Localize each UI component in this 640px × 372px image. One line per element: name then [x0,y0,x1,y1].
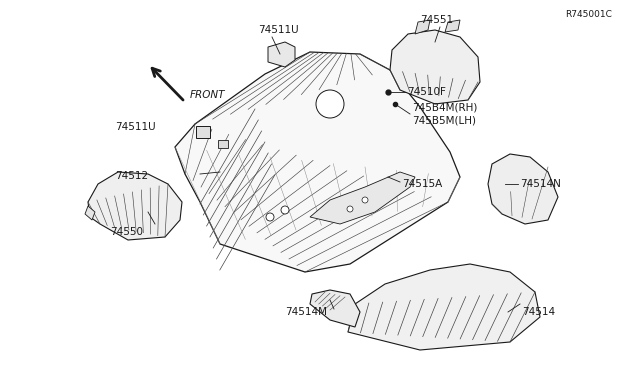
Text: 74515A: 74515A [402,179,442,189]
Polygon shape [175,52,460,272]
Circle shape [281,206,289,214]
Polygon shape [85,206,95,220]
Text: 74514: 74514 [522,307,555,317]
Polygon shape [196,126,210,138]
Polygon shape [348,264,540,350]
Polygon shape [445,20,460,32]
Text: 74550: 74550 [110,227,143,237]
Polygon shape [218,140,228,148]
Text: FRONT: FRONT [190,90,225,100]
Circle shape [316,90,344,118]
Text: 745B4M(RH): 745B4M(RH) [412,102,477,112]
Polygon shape [310,290,360,327]
Polygon shape [415,20,430,34]
Polygon shape [488,154,558,224]
Text: 74551: 74551 [420,15,453,25]
Text: 745B5M(LH): 745B5M(LH) [412,115,476,125]
Circle shape [266,213,274,221]
Text: 74511U: 74511U [258,25,299,35]
Polygon shape [310,172,415,224]
Circle shape [362,197,368,203]
Polygon shape [390,30,480,104]
Text: R745001C: R745001C [565,10,612,19]
Polygon shape [268,42,295,67]
Text: 74512: 74512 [115,171,148,181]
Circle shape [347,206,353,212]
Text: 74510F: 74510F [407,87,446,97]
Text: 74511U: 74511U [115,122,156,132]
Polygon shape [88,172,182,240]
Text: 74514M: 74514M [285,307,327,317]
Text: 74514N: 74514N [520,179,561,189]
